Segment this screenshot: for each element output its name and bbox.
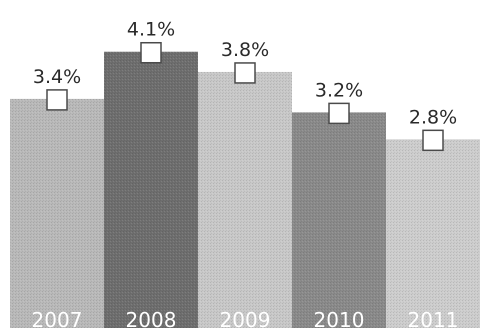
bar-texture	[386, 139, 480, 328]
bar-marker	[422, 129, 444, 152]
value-label: 2.8%	[409, 106, 457, 128]
bar-texture	[10, 98, 104, 328]
bar-group: 4.1% 2008	[104, 19, 198, 328]
value-label: 3.8%	[221, 39, 269, 61]
bars-layer: 3.4% 2007 4.1% 2008 3.8% 2009 3.2% 2010 2.8% 2011	[10, 19, 480, 328]
bar-group: 3.4% 2007	[10, 66, 104, 328]
value-label: 3.2%	[315, 79, 363, 101]
category-label: 2011	[408, 308, 459, 328]
bar-texture	[104, 51, 198, 328]
bar-marker	[140, 41, 162, 64]
bar-texture	[292, 112, 386, 328]
bar-marker	[46, 89, 68, 111]
category-label: 2007	[32, 308, 83, 328]
value-label: 4.1%	[127, 19, 175, 41]
bar-marker	[234, 62, 256, 84]
bar-texture	[198, 71, 292, 328]
value-label: 3.4%	[33, 66, 81, 88]
bar-group: 2.8% 2011	[386, 106, 480, 328]
bar-group: 3.2% 2010	[292, 79, 386, 328]
category-label: 2009	[220, 308, 271, 328]
bar-group: 3.8% 2009	[198, 39, 292, 328]
bar-marker	[328, 102, 350, 125]
category-label: 2008	[126, 308, 177, 328]
category-label: 2010	[314, 308, 365, 328]
